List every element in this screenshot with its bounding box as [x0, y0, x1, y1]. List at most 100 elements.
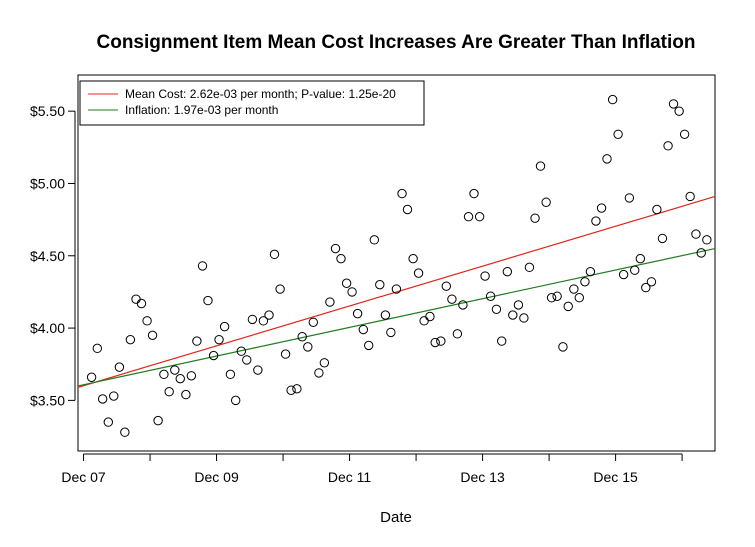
data-point — [336, 253, 346, 264]
data-point — [352, 308, 363, 319]
data-point — [618, 269, 629, 280]
data-point — [519, 313, 529, 323]
data-point — [413, 268, 424, 278]
data-point — [253, 365, 263, 375]
data-point — [580, 277, 590, 287]
data-point — [197, 261, 208, 271]
y-tick-label: $5.50 — [30, 103, 65, 119]
data-point — [508, 310, 518, 320]
data-point — [397, 188, 407, 199]
data-point — [541, 197, 551, 207]
plot-area — [77, 74, 716, 452]
data-point — [402, 204, 413, 215]
data-point — [630, 265, 640, 275]
data-point — [97, 394, 108, 404]
data-point — [225, 369, 236, 380]
data-point — [485, 291, 496, 301]
data-point — [474, 212, 485, 222]
data-point — [164, 387, 174, 397]
data-point — [125, 334, 136, 345]
data-point — [558, 342, 568, 352]
data-point — [369, 235, 380, 245]
data-point — [86, 372, 97, 382]
data-point — [92, 343, 103, 354]
data-point — [258, 316, 269, 326]
data-point — [319, 358, 330, 368]
data-point — [546, 293, 557, 303]
data-point — [480, 271, 490, 281]
x-axis: Dec 07 Dec 09 Dec 11 Dec 13 Dec 15 — [61, 453, 683, 485]
data-point — [103, 417, 113, 427]
data-point — [452, 329, 463, 339]
data-point — [208, 350, 219, 361]
data-point — [269, 249, 280, 260]
data-point — [242, 355, 252, 365]
y-axis: $3.50 $4.00 $4.50 $5.00 $5.50 — [30, 103, 76, 408]
data-point — [696, 248, 706, 258]
y-tick-label: $4.00 — [30, 320, 65, 336]
data-point — [569, 284, 579, 294]
data-point — [663, 141, 673, 151]
plot-frame — [77, 74, 716, 452]
data-point — [552, 291, 562, 301]
data-point — [691, 229, 701, 239]
data-point — [574, 293, 585, 303]
data-point — [236, 346, 247, 356]
data-point — [358, 324, 369, 335]
data-point — [386, 327, 396, 338]
data-point — [596, 203, 607, 213]
data-point — [530, 213, 540, 223]
legend-label-mean-cost: Mean Cost: 2.62e-03 per month; P-value: … — [125, 87, 396, 101]
data-point — [679, 129, 690, 139]
data-point — [425, 311, 435, 322]
data-point — [230, 395, 241, 406]
x-tick-label: Dec 07 — [61, 469, 106, 485]
y-tick-label: $3.50 — [30, 392, 65, 408]
data-point — [219, 321, 230, 332]
data-point — [247, 314, 258, 325]
data-point — [203, 295, 213, 306]
data-point — [408, 253, 418, 264]
data-point — [159, 369, 169, 380]
data-point — [292, 384, 302, 394]
data-point — [702, 235, 712, 245]
data-point — [192, 336, 202, 346]
data-point — [330, 243, 341, 254]
data-point — [624, 193, 635, 203]
mean-cost-trend-line — [77, 195, 716, 388]
data-point — [463, 212, 474, 222]
data-points — [86, 94, 712, 437]
x-tick-label: Dec 15 — [593, 469, 638, 485]
data-point — [513, 300, 524, 310]
data-point — [535, 161, 546, 171]
data-point — [668, 99, 679, 109]
data-point — [380, 310, 391, 320]
x-axis-title: Date — [380, 509, 412, 526]
data-point — [491, 304, 502, 314]
data-point — [303, 342, 313, 352]
y-tick-label: $4.50 — [30, 248, 65, 264]
data-point — [114, 362, 125, 372]
data-point — [286, 385, 296, 395]
data-point — [275, 284, 285, 294]
data-point — [602, 154, 612, 164]
legend: Mean Cost: 2.62e-03 per month; P-value: … — [79, 80, 425, 126]
data-point — [314, 368, 324, 378]
data-point — [363, 340, 374, 351]
data-point — [657, 233, 668, 244]
legend-box — [79, 80, 425, 126]
data-point — [685, 191, 695, 202]
legend-label-inflation: Inflation: 1.97e-03 per month — [125, 103, 278, 117]
x-tick-label: Dec 09 — [194, 469, 239, 485]
data-point — [175, 373, 185, 384]
x-tick-label: Dec 11 — [328, 469, 372, 485]
data-point — [674, 106, 684, 116]
data-point — [341, 278, 352, 288]
data-point — [635, 253, 646, 264]
data-point — [131, 294, 141, 304]
data-point — [109, 391, 119, 401]
trend-lines — [77, 195, 716, 388]
data-point — [297, 332, 307, 342]
data-point — [325, 297, 335, 307]
